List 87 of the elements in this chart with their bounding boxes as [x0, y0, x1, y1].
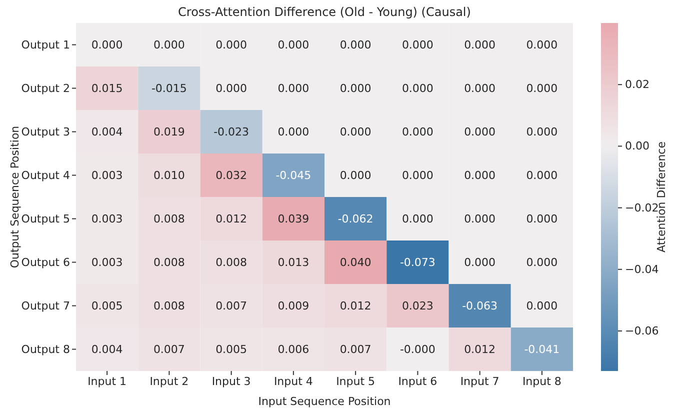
y-tick-label: Output 7 — [21, 300, 70, 313]
data-label: 0.003 — [91, 168, 123, 182]
y-tick-label: Output 4 — [21, 169, 70, 182]
data-label: 0.000 — [278, 125, 310, 138]
data-label: 0.015 — [91, 82, 123, 95]
data-label: 0.000 — [464, 82, 496, 95]
x-tick-label: Input 2 — [150, 374, 189, 388]
x-tick-label: Input 3 — [212, 374, 251, 388]
y-tick-label: Output 8 — [21, 343, 70, 356]
data-label: 0.008 — [153, 256, 185, 269]
y-tick-label: Output 5 — [21, 212, 70, 226]
data-label: 0.012 — [216, 212, 248, 226]
data-label: 0.005 — [91, 299, 123, 312]
data-label: -0.063 — [462, 299, 498, 312]
x-tick-label: Input 6 — [398, 374, 438, 388]
data-label: 0.000 — [464, 125, 496, 138]
data-label: 0.000 — [91, 38, 123, 52]
data-label: 0.000 — [340, 82, 372, 95]
y-tick-label: Output 6 — [21, 256, 70, 270]
data-label: 0.039 — [278, 212, 310, 226]
x-tick-label: Input 7 — [460, 374, 500, 388]
data-label: -0.062 — [338, 212, 374, 226]
data-label: 0.000 — [278, 82, 310, 95]
data-label: -0.041 — [524, 342, 560, 356]
data-label: 0.000 — [153, 38, 185, 52]
data-label: 0.000 — [464, 168, 496, 182]
data-label: 0.023 — [402, 299, 434, 312]
x-tick-label: Input 4 — [274, 374, 313, 388]
data-label: 0.000 — [402, 168, 434, 182]
data-label: 0.000 — [402, 38, 434, 52]
data-label: 0.000 — [216, 82, 248, 95]
data-label: 0.000 — [526, 299, 558, 312]
data-label: 0.000 — [526, 212, 558, 226]
data-label: 0.007 — [340, 342, 372, 356]
data-label: 0.000 — [526, 168, 558, 182]
data-label: 0.009 — [278, 299, 310, 312]
data-label: 0.004 — [91, 342, 123, 356]
data-label: 0.003 — [91, 256, 123, 269]
data-label: 0.012 — [464, 342, 496, 356]
y-tick-label: Output 1 — [21, 38, 70, 52]
color-bar-label: 0.02 — [625, 78, 650, 92]
x-tick-label: Input 1 — [88, 374, 127, 388]
data-label: 0.000 — [526, 256, 558, 269]
data-label: 0.003 — [91, 212, 123, 226]
data-label: 0.032 — [216, 168, 248, 182]
data-label: 0.008 — [153, 299, 185, 312]
data-label: 0.012 — [340, 299, 372, 312]
color-bar-label: 0.00 — [625, 140, 650, 153]
y-tick-label: Output 2 — [21, 82, 70, 96]
color-bar-label: −0.06 — [625, 324, 659, 338]
data-label: 0.000 — [464, 212, 496, 226]
data-label: 0.000 — [402, 125, 434, 138]
data-label: 0.000 — [526, 125, 558, 138]
data-label: 0.005 — [216, 342, 248, 356]
x-tick-label: Input 8 — [522, 374, 562, 388]
data-label: 0.004 — [91, 125, 123, 138]
data-label: 0.000 — [526, 38, 558, 52]
data-label: 0.008 — [216, 256, 248, 269]
data-label: 0.000 — [464, 256, 496, 269]
data-label: 0.000 — [278, 38, 310, 52]
color-bar-label: −0.04 — [625, 262, 659, 276]
data-label: 0.008 — [153, 212, 185, 226]
data-label: -0.073 — [400, 256, 436, 269]
data-label: 0.000 — [340, 38, 372, 52]
data-label: 0.000 — [216, 38, 248, 52]
data-label: 0.007 — [216, 299, 248, 312]
chart-title: Cross-Attention Difference (Old - Young) (Causal) — [177, 5, 472, 19]
data-label: -0.045 — [276, 168, 312, 182]
y-axis-title: Output Sequence Position — [8, 126, 22, 268]
data-label: 0.006 — [278, 342, 310, 356]
data-label: 0.013 — [278, 256, 310, 269]
data-label: -0.023 — [214, 125, 250, 138]
data-label: 0.000 — [402, 82, 434, 95]
data-label: -0.015 — [151, 82, 187, 95]
data-label: 0.000 — [340, 125, 372, 138]
data-label: 0.007 — [153, 342, 185, 356]
data-label: 0.040 — [340, 256, 372, 269]
data-label: 0.019 — [153, 125, 185, 138]
data-label: 0.000 — [526, 82, 558, 95]
x-tick-label: Input 5 — [336, 374, 376, 388]
data-label: 0.000 — [340, 168, 372, 182]
data-label: 0.000 — [464, 38, 496, 52]
data-label: -0.000 — [400, 342, 436, 356]
data-label: 0.010 — [153, 168, 185, 182]
y-tick-label: Output 3 — [21, 126, 70, 139]
data-label: 0.000 — [402, 212, 434, 226]
x-axis-title: Input Sequence Position — [258, 395, 391, 408]
